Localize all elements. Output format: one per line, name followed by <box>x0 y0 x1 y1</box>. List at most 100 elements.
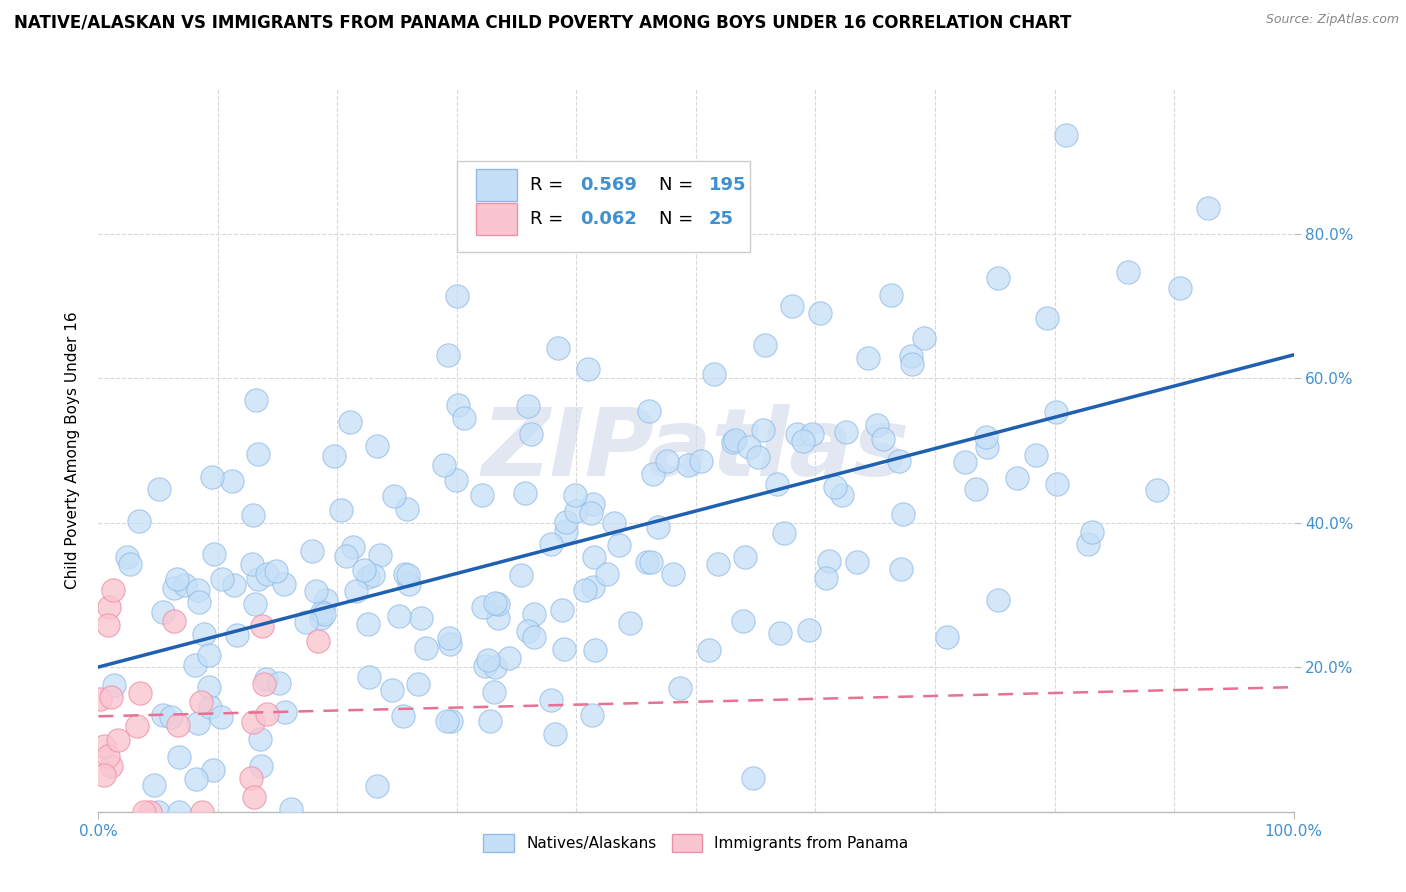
Point <box>93 768 115 782</box>
Point <box>576 361 599 376</box>
Point <box>965 482 987 496</box>
Point <box>858 351 880 365</box>
Point <box>134 805 156 819</box>
Point <box>342 540 364 554</box>
Point <box>697 643 720 657</box>
Point <box>477 653 499 667</box>
Point <box>366 779 388 793</box>
Point <box>242 508 264 523</box>
Point <box>1197 201 1219 215</box>
Point <box>264 564 287 578</box>
Point <box>703 367 725 381</box>
Point <box>198 699 221 714</box>
Point <box>202 547 225 561</box>
Point <box>243 790 266 805</box>
Point <box>394 566 416 581</box>
Point <box>267 676 290 690</box>
Point <box>1046 476 1069 491</box>
Point <box>520 427 543 442</box>
Point <box>381 682 404 697</box>
Text: ZIPatlas: ZIPatlas <box>482 404 910 497</box>
Point <box>307 633 329 648</box>
Point <box>1146 483 1168 497</box>
Point <box>274 705 297 719</box>
Point <box>315 592 337 607</box>
Point <box>582 550 605 565</box>
Point <box>152 606 174 620</box>
Point <box>657 453 679 467</box>
Point <box>311 605 333 619</box>
Point <box>734 549 756 564</box>
Point <box>148 482 170 496</box>
Point <box>382 489 405 503</box>
Point <box>357 616 380 631</box>
Point <box>101 582 124 597</box>
Point <box>799 623 821 637</box>
Point <box>900 349 922 363</box>
Point <box>226 627 249 641</box>
Point <box>256 567 278 582</box>
Point <box>191 805 214 819</box>
Point <box>647 520 669 534</box>
FancyBboxPatch shape <box>477 203 517 235</box>
Y-axis label: Child Poverty Among Boys Under 16: Child Poverty Among Boys Under 16 <box>65 311 80 590</box>
Point <box>143 778 166 792</box>
Point <box>669 681 692 695</box>
Point <box>987 593 1010 607</box>
Point <box>152 707 174 722</box>
Point <box>900 357 922 371</box>
Point <box>98 599 121 614</box>
Point <box>245 393 267 408</box>
Point <box>353 563 375 577</box>
Point <box>433 458 456 473</box>
Point <box>312 607 335 621</box>
Point <box>661 567 683 582</box>
Point <box>808 306 831 320</box>
Text: 25: 25 <box>709 211 734 228</box>
Text: 0.062: 0.062 <box>581 211 637 228</box>
Point <box>471 600 494 615</box>
Point <box>974 430 997 444</box>
Point <box>1007 471 1029 485</box>
Point <box>486 597 509 611</box>
Point <box>986 271 1008 285</box>
Point <box>766 476 789 491</box>
Point <box>415 641 437 656</box>
Point <box>187 583 209 598</box>
Point <box>295 615 318 629</box>
Point <box>253 677 276 691</box>
Point <box>747 450 769 465</box>
Point <box>437 348 460 362</box>
Point <box>193 627 215 641</box>
Point <box>547 341 569 355</box>
Point <box>446 289 468 303</box>
Point <box>344 584 367 599</box>
Point <box>540 537 562 551</box>
Point <box>676 458 699 472</box>
Point <box>564 488 586 502</box>
Point <box>163 582 186 596</box>
Point <box>187 716 209 731</box>
Point <box>388 608 411 623</box>
Point <box>583 642 606 657</box>
Point <box>356 570 378 584</box>
Point <box>361 568 384 582</box>
Point <box>173 578 195 592</box>
Point <box>100 690 122 705</box>
Point <box>889 453 911 467</box>
Point <box>395 501 418 516</box>
Point <box>484 596 506 610</box>
Point <box>256 706 278 721</box>
Point <box>800 426 823 441</box>
Point <box>723 435 745 450</box>
Point <box>814 571 837 585</box>
Point <box>780 300 803 314</box>
Point <box>1036 311 1059 326</box>
Point <box>118 557 141 571</box>
Point <box>146 805 169 819</box>
Point <box>1116 265 1139 279</box>
Point <box>221 475 243 489</box>
Point <box>523 607 546 621</box>
Text: R =: R = <box>530 177 569 194</box>
Point <box>97 617 120 632</box>
